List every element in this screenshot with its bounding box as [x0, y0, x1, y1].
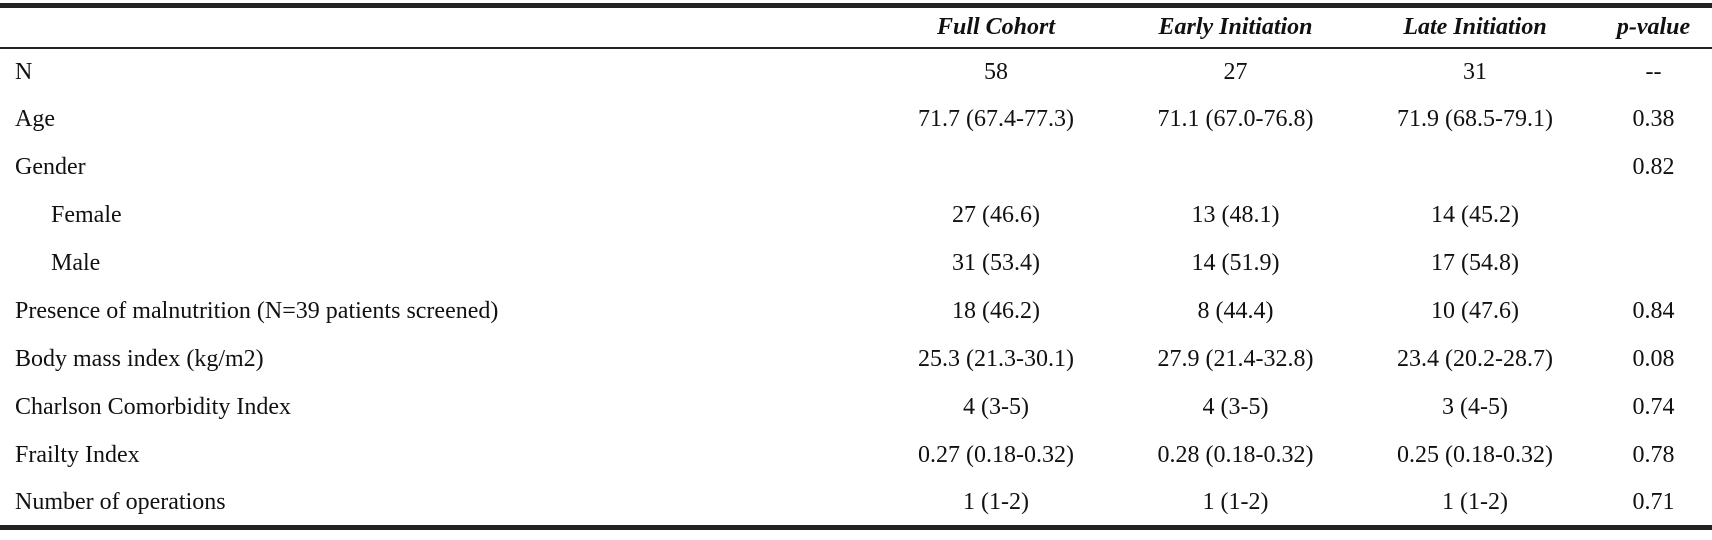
- table-row: Presence of malnutrition (N=39 patients …: [0, 288, 1712, 336]
- row-label: Gender: [15, 154, 86, 180]
- cell: 14 (45.2): [1431, 202, 1519, 228]
- cell: 0.82: [1632, 154, 1675, 180]
- cell: 17 (54.8): [1431, 250, 1519, 276]
- header-cell: Early Initiation: [1158, 13, 1313, 40]
- cell: 0.25 (0.18-0.32): [1397, 442, 1553, 468]
- cell: 0.28 (0.18-0.32): [1157, 442, 1314, 468]
- row-label: Number of operations: [15, 488, 226, 515]
- table-row: Frailty Index 0.27 (0.18-0.32) 0.28 (0.18-…: [0, 432, 1712, 480]
- cell: 25.3 (21.3-30.1): [918, 346, 1074, 372]
- cell: 1 (1-2): [963, 488, 1029, 515]
- cell: 0.27 (0.18-0.32): [918, 442, 1074, 468]
- cell: 0.74: [1632, 394, 1675, 420]
- row-label: Male: [51, 250, 101, 276]
- cell: 58: [984, 58, 1008, 85]
- row-label: Frailty Index: [15, 442, 140, 468]
- cell: 18 (46.2): [952, 298, 1040, 324]
- row-label: Age: [15, 106, 55, 132]
- cell: 4 (3-5): [963, 394, 1029, 420]
- header-cell: [0, 6, 876, 48]
- cell: 27.9 (21.4-32.8): [1157, 346, 1314, 372]
- header-cell: p-value: [1616, 13, 1691, 40]
- cell: 0.84: [1632, 298, 1675, 324]
- table-row: N 58 27 31 --: [0, 48, 1712, 96]
- table-row: Female 27 (46.6) 13 (48.1) 14 (45.2): [0, 192, 1712, 240]
- cell: 0.71: [1632, 488, 1675, 515]
- cell: [1116, 144, 1355, 192]
- row-label: Female: [51, 202, 122, 228]
- cell: 0.08: [1632, 346, 1675, 372]
- table-row: Age 71.7 (67.4-77.3) 71.1 (67.0-76.8) 71.9 …: [0, 96, 1712, 144]
- cell: 10 (47.6): [1431, 298, 1519, 324]
- row-label: N: [15, 58, 33, 85]
- table-row: Body mass index (kg/m2) 25.3 (21.3-30.1) 2…: [0, 336, 1712, 384]
- cell: 1 (1-2): [1202, 488, 1269, 515]
- header-cell: Full Cohort: [936, 13, 1056, 40]
- cell: 8 (44.4): [1197, 298, 1274, 324]
- cell: 31 (53.4): [952, 250, 1040, 276]
- table-row: Charlson Comorbidity Index 4 (3-5) 4 (3-5)…: [0, 384, 1712, 432]
- cell: 31: [1463, 58, 1487, 85]
- cell: 71.7 (67.4-77.3): [918, 106, 1074, 132]
- cell: 1 (1-2): [1442, 488, 1508, 515]
- cell: [876, 144, 1116, 192]
- cell: 27: [1223, 58, 1248, 85]
- cell: --: [1645, 58, 1662, 85]
- table-row: Gender 0.82: [0, 144, 1712, 192]
- cell: 14 (51.9): [1191, 250, 1280, 276]
- header-row: Full Cohort Early Initiation Late Initia…: [0, 5, 1712, 48]
- cell: 71.9 (68.5-79.1): [1397, 106, 1553, 132]
- table-header: Full Cohort Early Initiation Late Initia…: [0, 5, 1712, 48]
- cell: 0.38: [1632, 106, 1675, 132]
- table-body: N 58 27 31 -- Age 71.7 (67.4-77.3) 71.1 (67.0-7…: [0, 48, 1712, 528]
- cell: [1595, 192, 1712, 240]
- table-row: Male 31 (53.4) 14 (51.9) 17 (54.8): [0, 240, 1712, 288]
- cell: 0.78: [1632, 442, 1675, 468]
- row-label: Charlson Comorbidity Index: [15, 394, 291, 420]
- row-label: Presence of malnutrition (N=39 patients …: [15, 298, 499, 324]
- row-label: Body mass index (kg/m2): [15, 346, 264, 372]
- header-cell: Late Initiation: [1403, 13, 1547, 40]
- cell: 27 (46.6): [952, 202, 1040, 228]
- cell: [1595, 240, 1712, 288]
- data-table: Full Cohort Early Initiation Late Initia…: [0, 3, 1712, 530]
- cell: 71.1 (67.0-76.8): [1157, 106, 1314, 132]
- cell: 3 (4-5): [1442, 394, 1508, 420]
- cell: 13 (48.1): [1191, 202, 1280, 228]
- table-row: Number of operations 1 (1-2) 1 (1-2) 1 (1-2…: [0, 480, 1712, 528]
- cell: [1355, 144, 1595, 192]
- cell: 4 (3-5): [1202, 394, 1269, 420]
- cell: 23.4 (20.2-28.7): [1397, 346, 1553, 372]
